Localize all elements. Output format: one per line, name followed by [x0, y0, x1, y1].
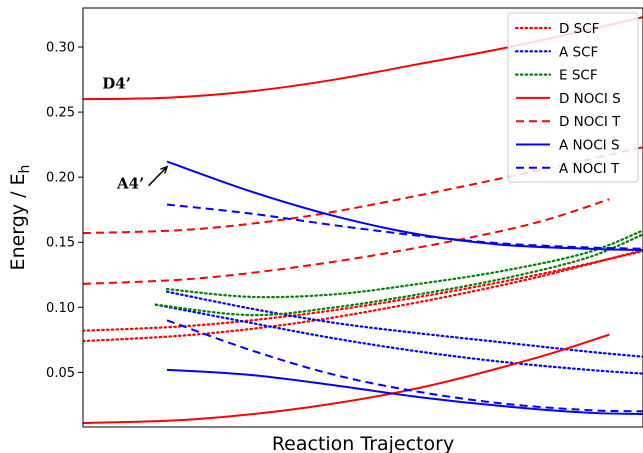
annotation-arrowhead [160, 165, 169, 174]
y-tick-label: 0.20 [46, 171, 75, 186]
series-line-a-noci-s-10 [166, 160, 643, 252]
y-tick-label: 0.15 [46, 236, 75, 251]
legend-entry-label: D NOCI T [559, 114, 621, 130]
series-line-e-scf-4 [165, 229, 643, 299]
legend-entry-label: A NOCI T [559, 161, 620, 177]
series-line-d-scf-1 [83, 248, 643, 343]
series-line-e-scf-5 [154, 233, 643, 317]
y-tick-label: 0.05 [46, 366, 75, 381]
series-line-a-scf-2 [165, 290, 643, 358]
series-line-a-noci-t-12 [166, 203, 643, 250]
legend-entry-label: A NOCI S [559, 138, 620, 154]
annotation-label: A4’ [116, 175, 144, 193]
series-layer [83, 16, 643, 425]
legend-box [507, 12, 639, 183]
y-tick-label: 0.10 [46, 301, 75, 316]
legend-entry-label: D NOCI S [559, 91, 621, 107]
series-line-a-noci-s-11 [166, 368, 643, 415]
series-line-d-scf-0 [83, 250, 643, 332]
annotation-layer: D4’ A4’ [102, 74, 169, 193]
x-axis-label: Reaction Trajectory [272, 433, 454, 453]
legend: D SCF A SCF E SCF D NOCI S D NOCI T A NOCI S A… [507, 12, 639, 183]
series-line-a-noci-t-13 [166, 319, 643, 413]
legend-entry-label: D SCF [559, 21, 599, 37]
series-line-a-scf-3 [154, 303, 643, 375]
annotation-label: D4’ [102, 74, 131, 92]
series-line-d-noci-s-7 [83, 333, 610, 425]
annotation-arrow [148, 166, 168, 187]
y-tick-label: 0.25 [46, 106, 75, 121]
y-axis-label: Energy / Eh [7, 165, 33, 271]
legend-entry-label: E SCF [559, 68, 598, 84]
y-axis-ticks: 0.05 0.10 0.15 0.20 0.25 0.30 [46, 41, 83, 381]
plot-frame [82, 7, 643, 428]
y-axis-label-main: Energy / E [7, 173, 29, 270]
y-tick-label: 0.30 [46, 41, 75, 56]
y-axis-label-subscript: h [17, 165, 33, 174]
series-line-d-noci-t-9 [83, 198, 610, 285]
legend-entry-label: A SCF [559, 44, 598, 60]
